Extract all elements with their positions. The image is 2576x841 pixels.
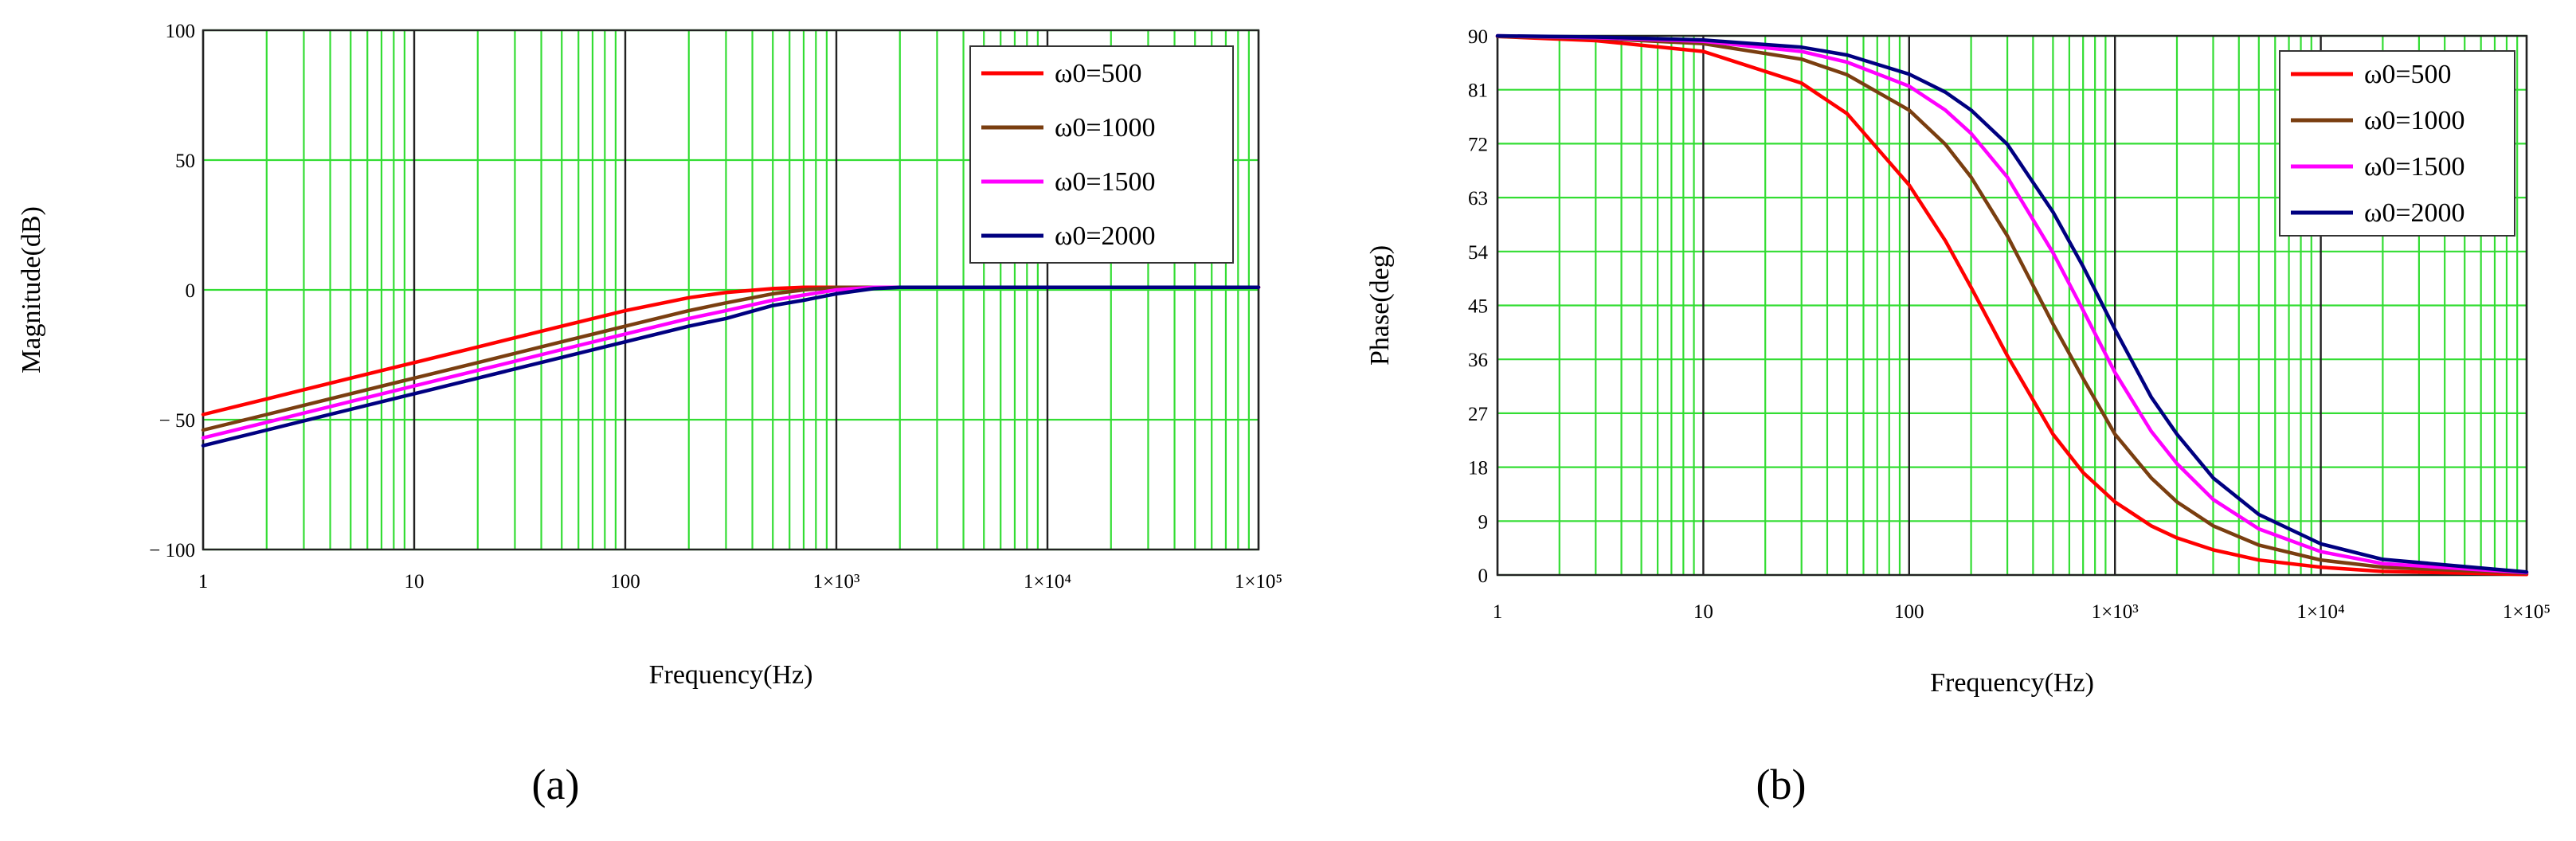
legend-entry: ω0=2000 xyxy=(1055,221,1156,251)
legend-entry: ω0=500 xyxy=(2364,60,2452,89)
legend-box xyxy=(969,45,1234,264)
x-tick-label: 1×10⁵ xyxy=(2503,601,2551,623)
y-tick-label: 36 xyxy=(1468,350,1488,371)
legend-entry: ω0=500 xyxy=(1055,59,1142,88)
x-tick-label: 100 xyxy=(610,571,640,593)
x-tick-label: 1×10⁴ xyxy=(2296,601,2345,623)
legend-entry: ω0=2000 xyxy=(2364,198,2465,228)
legend-entry: ω0=1500 xyxy=(1055,167,1156,197)
y-axis-label: Phase(deg) xyxy=(1365,245,1395,366)
x-tick-label: 1 xyxy=(1493,601,1503,623)
y-tick-label: − 50 xyxy=(159,410,195,432)
legend-entry: ω0=1500 xyxy=(2364,152,2465,182)
x-tick-label: 10 xyxy=(405,571,425,593)
x-tick-label: 10 xyxy=(1693,601,1713,623)
series-line xyxy=(1495,33,2529,574)
x-tick-label: 1 xyxy=(198,571,209,593)
phase-chart: 1 10 100 1×10³ 1×10⁴ 1×10⁵9081726354453627189… xyxy=(1365,26,2551,808)
y-tick-label: 18 xyxy=(1468,458,1488,479)
x-axis-label: Frequency(Hz) xyxy=(649,660,813,690)
y-axis-label: Magnitude(dB) xyxy=(17,206,46,374)
x-axis-label: Frequency(Hz) xyxy=(1930,668,2094,698)
series-line xyxy=(1495,34,2529,577)
y-tick-label: 90 xyxy=(1468,26,1488,48)
series-lines xyxy=(1495,33,2529,577)
series-line xyxy=(1495,34,2529,575)
y-tick-label: 0 xyxy=(1478,565,1489,587)
x-tick-label: 1×10³ xyxy=(2092,601,2139,623)
y-tick-label: 50 xyxy=(175,151,195,172)
x-tick-label: 100 xyxy=(1894,601,1924,623)
y-tick-label: 100 xyxy=(166,21,196,42)
y-tick-label: 63 xyxy=(1468,188,1488,209)
panel-label: (b) xyxy=(1756,761,1807,808)
y-tick-label: 54 xyxy=(1468,242,1489,264)
series-line xyxy=(201,285,1261,448)
legend-entry: ω0=1000 xyxy=(1055,113,1156,143)
y-tick-label: 0 xyxy=(186,280,196,302)
y-tick-label: 9 xyxy=(1478,511,1489,533)
x-tick-label: 1×10⁵ xyxy=(1235,571,1282,593)
y-tick-label: 45 xyxy=(1468,296,1488,318)
legend-box xyxy=(2279,50,2515,237)
series-line xyxy=(201,285,1261,417)
x-tick-label: 1×10⁴ xyxy=(1024,571,1072,593)
panel-label: (a) xyxy=(532,761,580,808)
plot-frame xyxy=(202,29,1260,551)
y-tick-label: 72 xyxy=(1468,134,1488,155)
y-tick-label: 27 xyxy=(1468,404,1488,425)
legend-entry: ω0=1000 xyxy=(2364,106,2465,135)
legend: ω0=500 ω0=1000 ω0=1500 ω0=2000 xyxy=(2279,50,2515,237)
legend: ω0=500 ω0=1000 ω0=1500 ω0=2000 xyxy=(969,45,1234,264)
series-lines xyxy=(201,285,1261,448)
series-line xyxy=(1495,33,2529,575)
y-tick-label: 81 xyxy=(1468,80,1488,102)
series-line xyxy=(201,285,1261,440)
magnitude-chart: 1 10 100 1×10³ 1×10⁴ 1×10⁵ 100 50 0 − 50 − 100 Freq… xyxy=(17,21,1282,808)
x-tick-label: 1×10³ xyxy=(812,571,860,593)
plot-frame xyxy=(1496,34,2528,577)
y-tick-label: − 100 xyxy=(149,540,195,561)
